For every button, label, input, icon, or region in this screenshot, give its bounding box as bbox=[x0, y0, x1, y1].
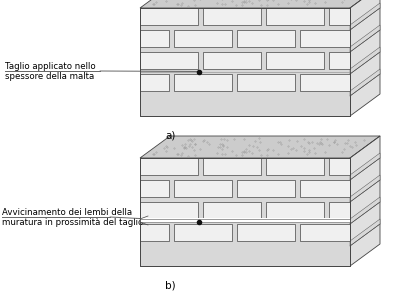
Bar bbox=[140, 158, 198, 175]
Bar bbox=[140, 218, 350, 223]
Bar bbox=[174, 74, 232, 91]
Bar bbox=[329, 202, 350, 219]
Text: Taglio applicato nello
spessore della malta: Taglio applicato nello spessore della ma… bbox=[5, 62, 96, 81]
Bar bbox=[140, 202, 198, 219]
Bar bbox=[237, 180, 295, 197]
Bar bbox=[329, 52, 350, 69]
Bar bbox=[237, 224, 295, 241]
Bar bbox=[300, 74, 350, 91]
Bar bbox=[329, 158, 350, 175]
Bar bbox=[140, 8, 350, 116]
Bar bbox=[266, 202, 324, 219]
Bar bbox=[174, 30, 232, 47]
Bar bbox=[329, 8, 350, 25]
Bar bbox=[140, 52, 198, 69]
Bar bbox=[266, 8, 324, 25]
Bar bbox=[203, 8, 261, 25]
Bar bbox=[237, 74, 295, 91]
Bar bbox=[266, 158, 324, 175]
Bar bbox=[237, 30, 295, 47]
Bar bbox=[140, 8, 198, 25]
Bar bbox=[300, 180, 350, 197]
Bar bbox=[203, 52, 261, 69]
Polygon shape bbox=[350, 69, 380, 96]
Polygon shape bbox=[350, 197, 380, 224]
Polygon shape bbox=[350, 136, 380, 266]
Bar bbox=[203, 202, 261, 219]
Bar bbox=[266, 52, 324, 69]
Polygon shape bbox=[140, 0, 380, 8]
Bar bbox=[300, 30, 350, 47]
Polygon shape bbox=[140, 136, 380, 158]
Polygon shape bbox=[350, 219, 380, 246]
Bar bbox=[174, 180, 232, 197]
Bar bbox=[140, 224, 169, 241]
Bar bbox=[140, 180, 169, 197]
Bar bbox=[203, 158, 261, 175]
Polygon shape bbox=[350, 25, 380, 52]
Bar bbox=[140, 158, 350, 266]
Bar bbox=[140, 8, 350, 116]
Text: a): a) bbox=[165, 130, 175, 140]
Bar bbox=[174, 224, 232, 241]
Text: b): b) bbox=[165, 280, 176, 290]
Bar bbox=[140, 30, 169, 47]
Bar bbox=[300, 224, 350, 241]
Polygon shape bbox=[350, 175, 380, 202]
Polygon shape bbox=[350, 0, 380, 116]
Polygon shape bbox=[350, 47, 380, 74]
Bar bbox=[140, 158, 350, 266]
Text: Avvicinamento dei lembi della
muratura in prossimità del taglio: Avvicinamento dei lembi della muratura i… bbox=[2, 208, 143, 227]
Polygon shape bbox=[350, 153, 380, 180]
Polygon shape bbox=[350, 3, 380, 30]
Bar bbox=[140, 74, 169, 91]
